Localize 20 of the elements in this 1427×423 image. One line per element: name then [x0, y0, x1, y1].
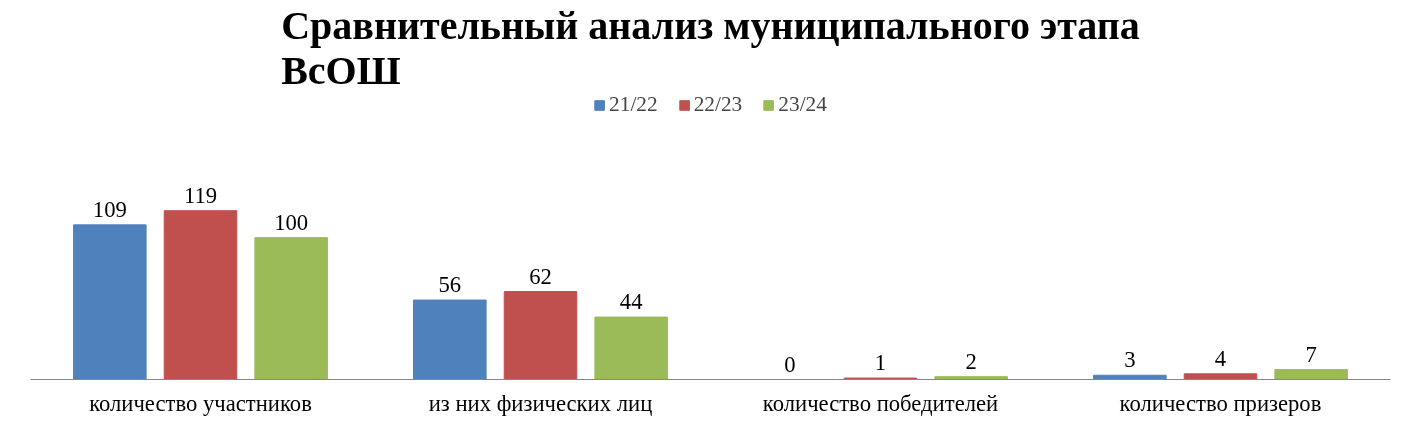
- data-label: 109: [92, 196, 127, 222]
- legend-label: 22/23: [693, 92, 743, 117]
- data-label: 2: [965, 348, 977, 374]
- data-label: 3: [1124, 347, 1136, 373]
- data-label: 0: [784, 351, 796, 377]
- legend-label: 21/22: [609, 92, 658, 117]
- data-label: 7: [1305, 341, 1317, 367]
- data-label: 100: [274, 209, 309, 235]
- x-tick-label: количество победителей: [762, 390, 999, 416]
- data-label: 44: [619, 289, 643, 315]
- x-tick-label: количество участников: [89, 390, 312, 416]
- data-label: 4: [1214, 345, 1227, 371]
- x-tick-label: из них физических лиц: [428, 390, 653, 416]
- data-label: 1: [874, 350, 887, 376]
- legend-label: 23/24: [778, 92, 827, 117]
- data-label: 56: [438, 272, 462, 298]
- data-label: 62: [529, 263, 552, 289]
- data-label: 119: [183, 182, 218, 208]
- chart-title: Сравнительный анализ муниципального этапа ВсОШ: [281, 2, 1140, 93]
- x-tick-label: количество призеров: [1119, 390, 1322, 416]
